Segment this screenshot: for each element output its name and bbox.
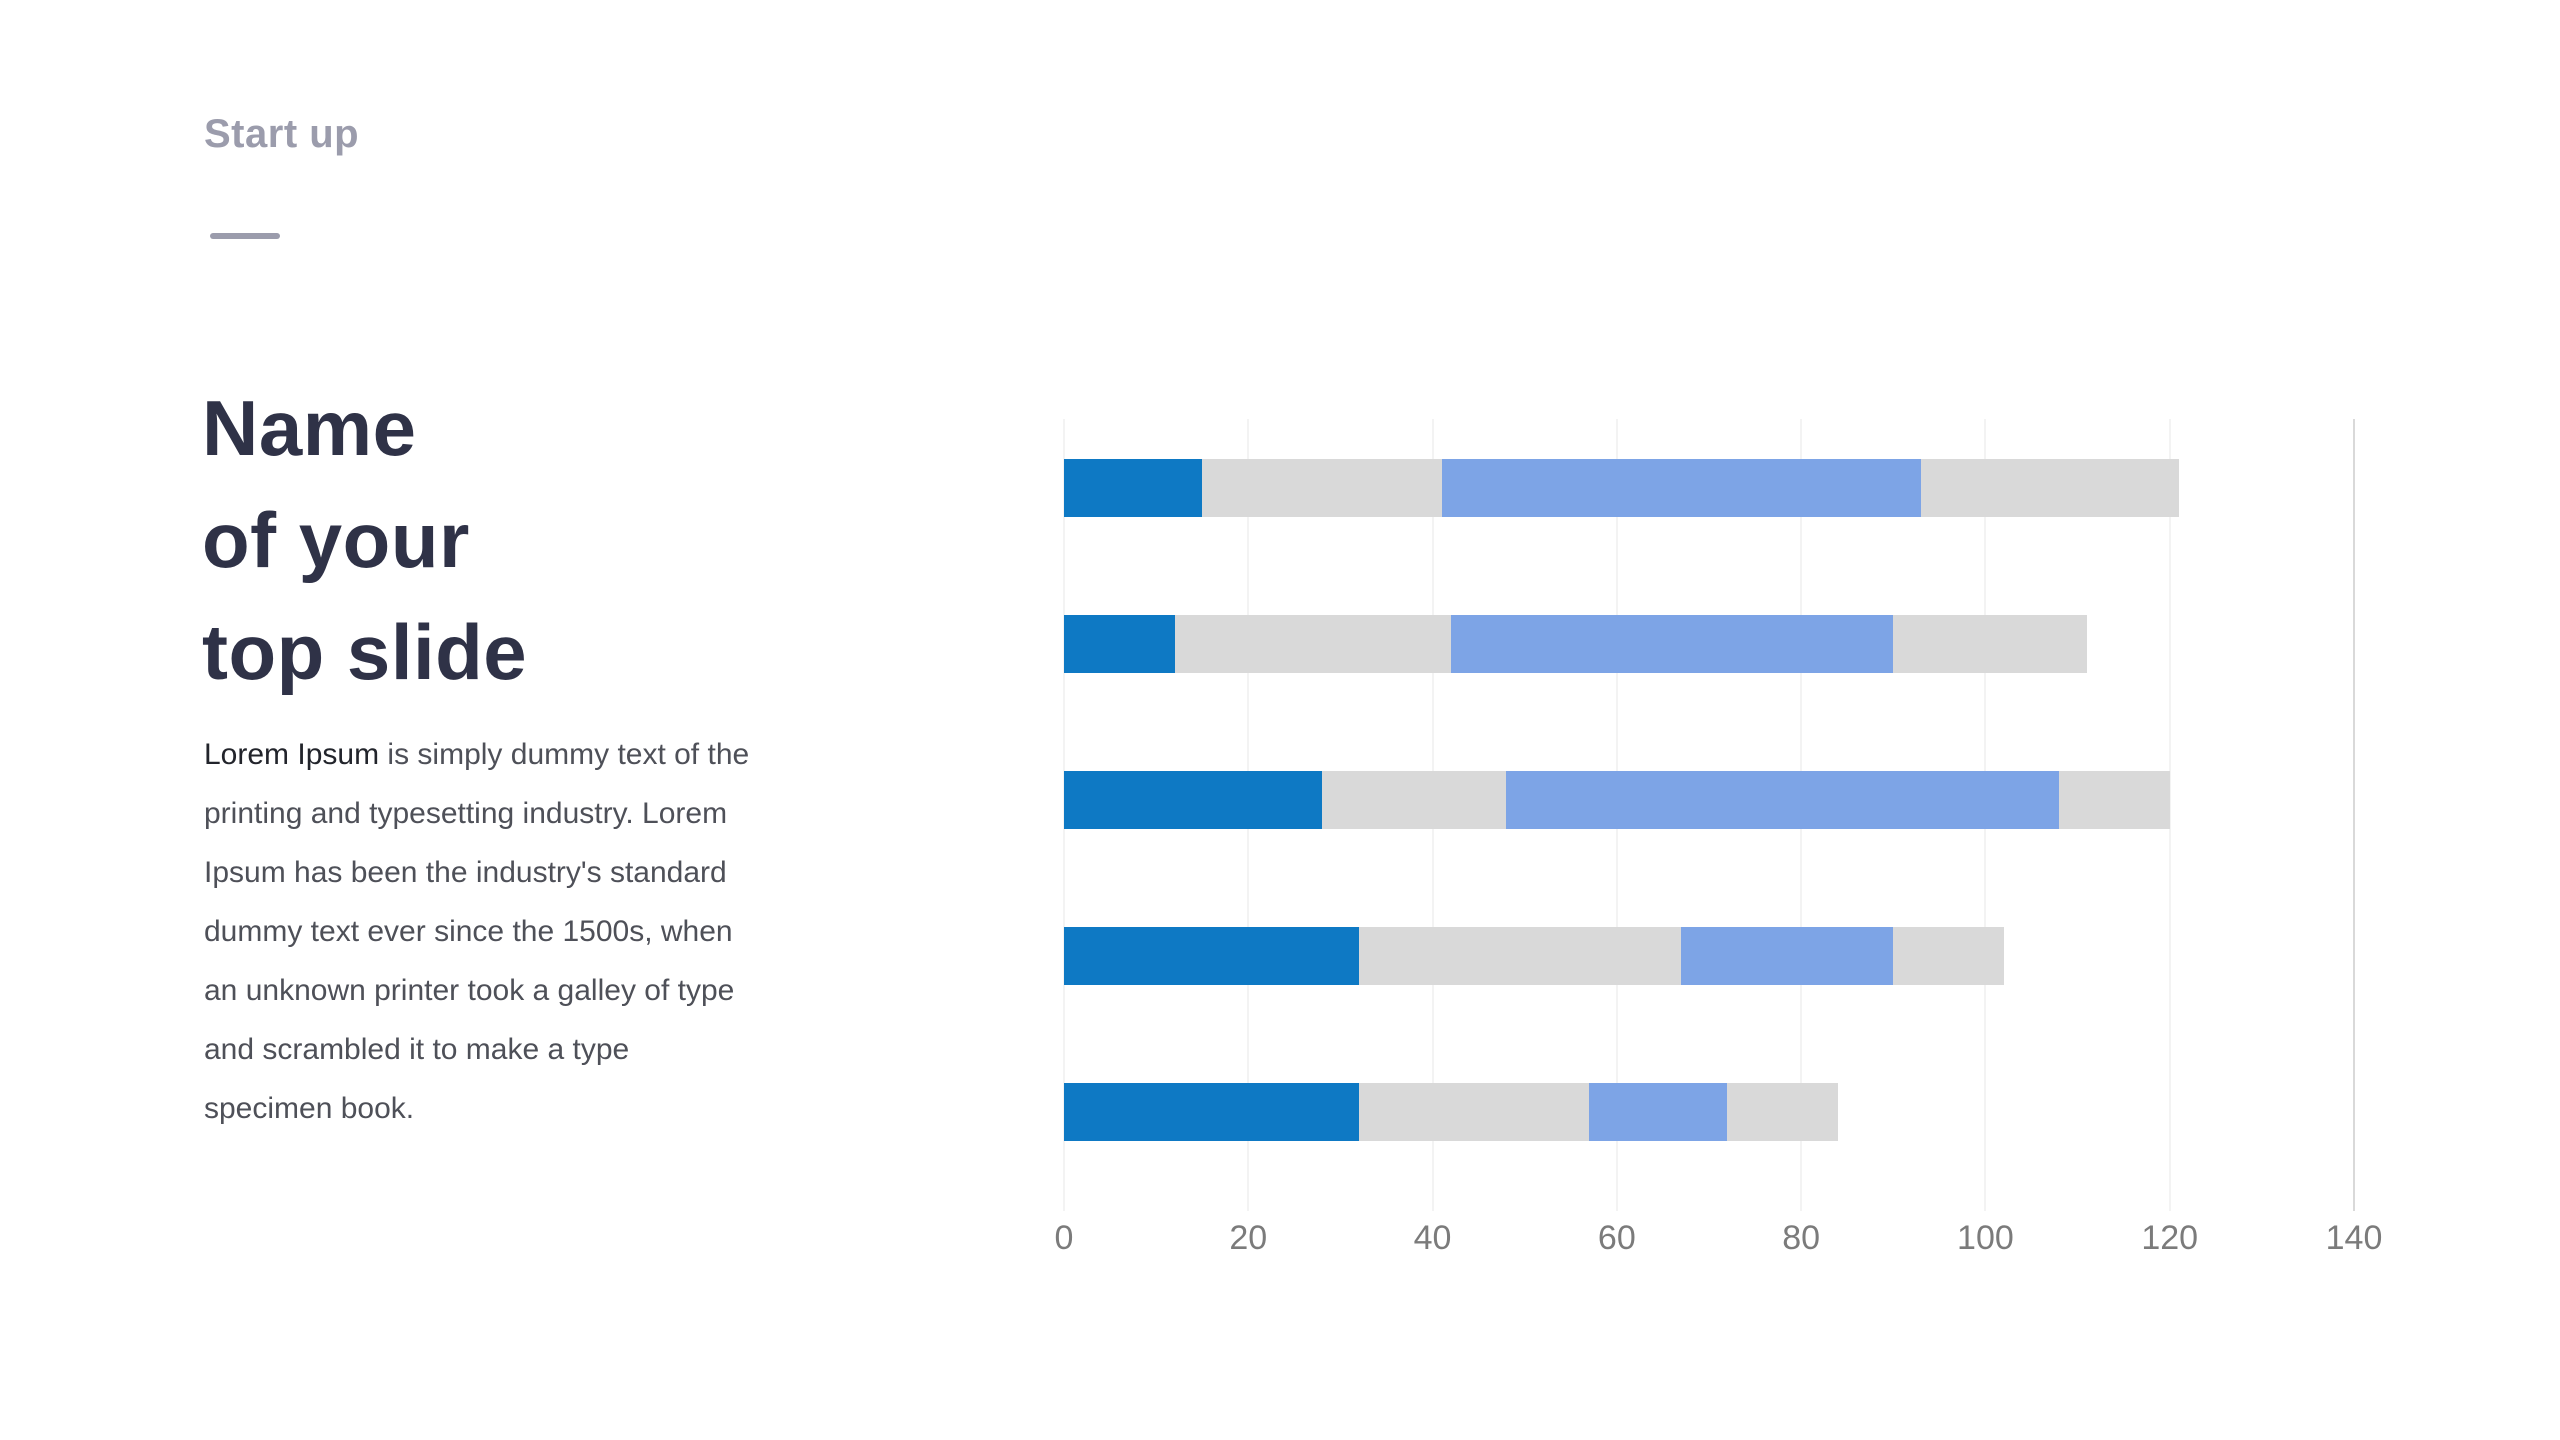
bar-segment-gray-2 bbox=[1727, 1083, 1838, 1141]
bar-row bbox=[1064, 459, 2354, 517]
bar-rows bbox=[1064, 419, 2354, 1211]
bar-row bbox=[1064, 927, 2354, 985]
slide-title-line-1: Name bbox=[202, 384, 417, 472]
stacked-bar-chart: 0 20 40 60 80 100 120 140 bbox=[1055, 419, 2382, 1257]
x-axis: 0 20 40 60 80 100 120 140 bbox=[1055, 1219, 2383, 1269]
bar-segment-gray-2 bbox=[1893, 615, 2087, 673]
x-tick-label: 120 bbox=[2141, 1219, 2199, 1257]
bar-segment-blue bbox=[1064, 459, 1203, 517]
bar-row bbox=[1064, 1083, 2354, 1141]
body-rest-text: is simply dummy text of the printing and… bbox=[204, 738, 750, 1125]
bar-row bbox=[1064, 771, 2354, 829]
slide-title-line-2: of your bbox=[202, 496, 470, 584]
body-lead-text: Lorem Ipsum bbox=[204, 738, 380, 771]
bar-segment-gray bbox=[1358, 927, 1682, 985]
slide-title-line-3: top slide bbox=[202, 608, 528, 696]
x-tick-label: 40 bbox=[1413, 1219, 1452, 1257]
bar-segment-gray bbox=[1322, 771, 1507, 829]
bar-segment-gray-2 bbox=[1893, 927, 2004, 985]
gridline bbox=[2168, 419, 2171, 1211]
plot-area bbox=[1063, 419, 2355, 1211]
bar-segment-gray bbox=[1174, 615, 1451, 673]
plot-right-border bbox=[2353, 419, 2355, 1211]
body-paragraph: Lorem Ipsum is simply dummy text of the … bbox=[204, 725, 756, 1138]
bar-row bbox=[1064, 615, 2354, 673]
bar-segment-gray bbox=[1358, 1083, 1590, 1141]
bar-segment-gray-2 bbox=[1920, 459, 2179, 517]
x-tick-label: 0 bbox=[1054, 1219, 1074, 1257]
bar-segment-gray-2 bbox=[2059, 771, 2170, 829]
slide-title: Name of your top slide bbox=[202, 372, 527, 708]
bar-segment-light-blue bbox=[1681, 927, 1894, 985]
bar-segment-gray bbox=[1202, 459, 1442, 517]
bar-segment-light-blue bbox=[1506, 771, 2060, 829]
x-tick-label: 60 bbox=[1597, 1219, 1636, 1257]
bar-segment-blue bbox=[1064, 927, 1359, 985]
x-tick-label: 100 bbox=[1957, 1219, 2014, 1257]
x-tick-label: 140 bbox=[2325, 1219, 2383, 1257]
x-tick-label: 80 bbox=[1782, 1219, 1821, 1257]
bar-segment-light-blue bbox=[1441, 459, 1921, 517]
kicker-underline-rule bbox=[210, 233, 280, 239]
bar-segment-light-blue bbox=[1450, 615, 1894, 673]
bar-segment-blue bbox=[1064, 771, 1322, 829]
kicker-label: Start up bbox=[204, 112, 360, 156]
bar-segment-blue bbox=[1064, 1083, 1359, 1141]
bar-segment-blue bbox=[1064, 615, 1175, 673]
x-tick-label: 20 bbox=[1229, 1219, 1268, 1257]
bar-segment-light-blue bbox=[1589, 1083, 1728, 1141]
